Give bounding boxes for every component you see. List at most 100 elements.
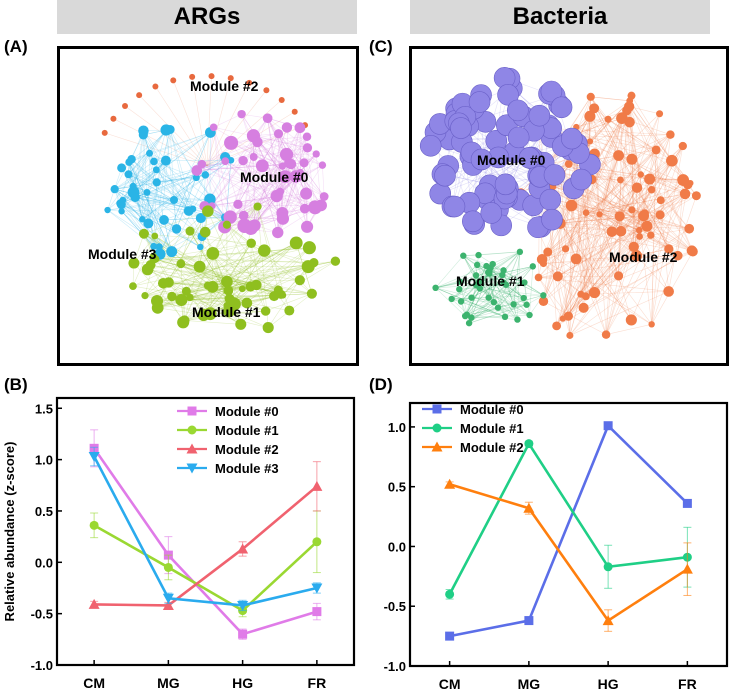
bacteria-module-0-node	[561, 127, 583, 150]
bacteria-module-1-node	[461, 312, 469, 320]
bacteria-module-1-node	[501, 313, 509, 321]
args-module-1-node	[128, 257, 140, 269]
bacteria-module-2-node	[538, 296, 549, 307]
bacteria-module-0-node	[443, 195, 466, 218]
args-module-0-node	[319, 192, 329, 201]
bacteria-module-2-node	[616, 112, 628, 124]
chart-d-point	[523, 502, 535, 513]
args-module-3-node	[118, 208, 125, 215]
args-module-1-node	[302, 241, 316, 255]
args-module-0-node	[221, 157, 230, 166]
chart-b-plot-frame	[55, 396, 356, 667]
args-module-1-node	[203, 307, 217, 321]
bacteria-module-0-node	[550, 96, 573, 119]
args-module-1-node	[269, 291, 280, 302]
bacteria-module-2-node	[666, 130, 675, 139]
bacteria-module-1-node	[529, 263, 537, 270]
bacteria-module-0-node	[462, 210, 484, 233]
bacteria-module-2-node	[628, 206, 636, 214]
bacteria-module-2-node	[641, 220, 653, 232]
panel-label-a: (A)	[4, 37, 28, 56]
args-module-1-node	[193, 260, 206, 273]
chart-d-point	[444, 478, 456, 489]
bacteria-module-1-node	[521, 279, 528, 286]
bacteria-module-0-node	[540, 80, 563, 103]
chart-d-xtick-label: FR	[678, 676, 697, 692]
chart-b-series-line	[94, 485, 318, 607]
bacteria-module-1-node	[500, 279, 507, 286]
chart-d-series-0	[445, 421, 692, 641]
args-network: Module #2 Module #0 Module #3 Module #1	[57, 46, 359, 366]
bacteria-module-2-node	[601, 330, 611, 339]
bacteria-module-2-node	[561, 245, 570, 253]
bacteria-module-2-node	[678, 141, 687, 151]
args-module-1-node	[157, 278, 169, 289]
chart-d-xtick-label: MG	[518, 676, 541, 692]
args-module-1-node	[260, 306, 271, 316]
bacteria-module-2-node	[684, 223, 695, 234]
chart-b-legend-marker	[187, 425, 197, 435]
bacteria-module-0-label: Module #0	[477, 152, 546, 168]
bacteria-module-1-node	[465, 319, 473, 327]
chart-b-ytick-label: 0.5	[35, 504, 53, 519]
bacteria-module-1-node	[432, 284, 439, 292]
args-module-3-node	[192, 174, 200, 182]
args-module-0-node	[273, 192, 282, 200]
args-module-3-node	[160, 124, 172, 136]
bacteria-module-1-node	[514, 316, 521, 323]
chart-b-ytick-label: 1.5	[35, 401, 53, 416]
bacteria-module-1-node	[468, 314, 475, 321]
bacteria-module-2-node	[565, 199, 578, 212]
args-module-0-node	[281, 122, 293, 133]
args-module-2-node	[152, 83, 159, 90]
bacteria-module-2-node	[588, 286, 601, 299]
bacteria-module-2-node	[614, 211, 625, 222]
args-module-0-node	[223, 210, 237, 224]
chart-b-ytick-label: 0.0	[35, 555, 53, 570]
args-module-0-label: Module #0	[240, 169, 309, 185]
chart-b-legend-marker	[186, 443, 198, 454]
args-module-3-node	[183, 206, 194, 216]
args-module-2-node	[246, 79, 253, 86]
args-module-2-node	[122, 102, 129, 109]
args-module-0-node	[299, 203, 310, 214]
args-module-0-node	[224, 135, 239, 150]
chart-b-point	[312, 537, 322, 547]
chart-d-point	[524, 439, 534, 449]
chart-d-series-line	[449, 423, 689, 638]
args-module-3-label: Module #3	[88, 246, 157, 262]
bacteria-module-1-node	[472, 272, 480, 279]
bacteria-module-0-node	[468, 91, 491, 113]
args-module-1-node	[209, 283, 217, 292]
args-module-1-node	[251, 279, 262, 291]
bacteria-module-0-node	[494, 173, 517, 196]
args-module-1-node	[138, 228, 149, 239]
chart-d-point	[445, 631, 455, 641]
args-module-0-node	[262, 113, 273, 124]
chart-b-ylabel: Relative abundance (z-score)	[2, 442, 17, 622]
bacteria-module-2-node	[630, 250, 643, 262]
args-module-0-node	[252, 136, 263, 148]
chart-d-plot-frame	[408, 401, 729, 668]
args-module-0-node	[299, 158, 309, 168]
args-header: ARGs	[57, 0, 357, 34]
args-module-1-node	[330, 256, 341, 266]
args-module-3-node	[197, 243, 204, 251]
chart-b-legend-label: Module #3	[215, 461, 279, 476]
bacteria-module-2-node	[617, 176, 624, 184]
args-module-1-node	[175, 293, 188, 307]
args-module-0-node	[292, 171, 303, 182]
bacteria-module-2-node	[578, 302, 589, 313]
chart-b-xtick-label: FR	[308, 675, 327, 691]
bacteria-module-2-node	[552, 271, 563, 282]
chart-d-legend-marker	[431, 441, 443, 452]
bacteria-module-2-node	[646, 173, 655, 181]
chart-b-point	[237, 600, 249, 611]
args-module-3-node	[110, 185, 119, 194]
args-module-0-node	[238, 155, 248, 166]
args-module-2-node	[101, 129, 108, 136]
bacteria-module-2-node	[628, 241, 639, 253]
bacteria-module-2-node	[631, 182, 643, 193]
chart-b-point	[311, 583, 323, 594]
chart-d-legend-label: Module #2	[460, 440, 524, 455]
